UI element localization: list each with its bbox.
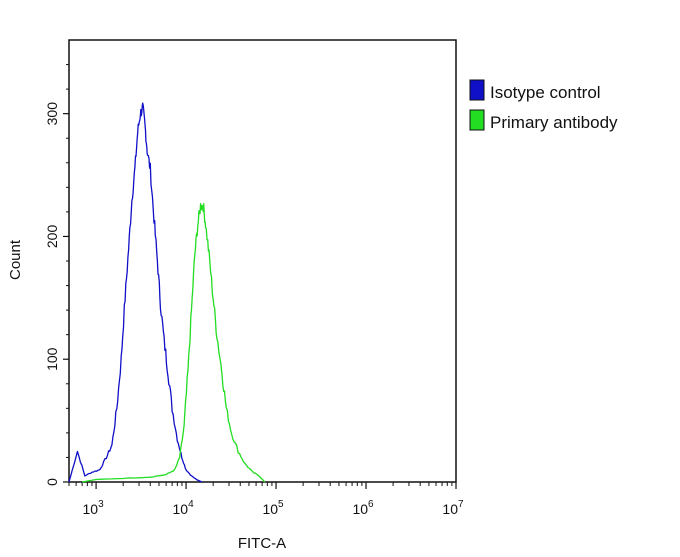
- x-tick-label: 103: [83, 499, 105, 517]
- legend: Isotype control Primary antibody: [469, 79, 618, 132]
- legend-item-primary-antibody: Primary antibody: [469, 109, 618, 132]
- legend-label-isotype-control: Isotype control: [490, 83, 601, 102]
- plot-border: [68, 39, 457, 483]
- x-tick-label: 106: [352, 499, 374, 517]
- series-line-isotype-control: [68, 102, 203, 483]
- legend-item-isotype-control: Isotype control: [469, 79, 601, 102]
- legend-swatch-isotype-control: [469, 79, 485, 101]
- series-line-primary-antibody: [81, 202, 266, 483]
- x-axis: 103 104 105 106 107: [68, 482, 464, 517]
- series-layer: [68, 102, 266, 483]
- x-tick-label: 107: [442, 499, 464, 517]
- x-tick-label: 104: [172, 499, 194, 517]
- x-axis-title: FITC-A: [238, 535, 286, 552]
- y-axis: 0 100 200 300: [44, 64, 69, 486]
- y-tick-label: 0: [44, 478, 60, 486]
- legend-label-primary-antibody: Primary antibody: [490, 113, 618, 132]
- y-axis-title: Count: [7, 239, 24, 280]
- y-tick-label: 200: [44, 225, 60, 249]
- plot-frame: [68, 39, 457, 483]
- x-tick-label: 105: [262, 499, 284, 517]
- legend-swatch-primary-antibody: [469, 109, 485, 131]
- y-tick-label: 100: [44, 347, 60, 371]
- y-tick-label: 300: [44, 102, 60, 126]
